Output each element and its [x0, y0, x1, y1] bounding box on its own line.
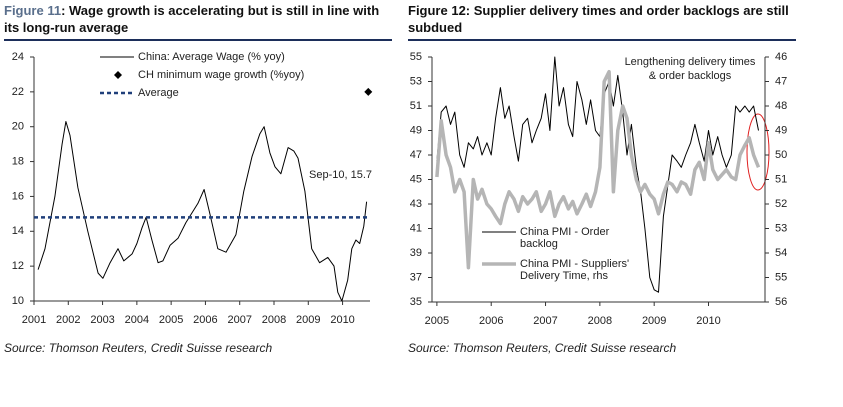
legend-marker [114, 71, 122, 79]
y2-tick-label: 47 [775, 75, 787, 87]
x-tick-label: 2002 [56, 314, 80, 326]
legend-label: CH minimum wage growth (%yoy) [138, 69, 305, 81]
x-tick-label: 2010 [330, 314, 354, 326]
y-tick-label: 55 [410, 51, 422, 63]
y2-tick-label: 53 [775, 222, 787, 234]
legend-label: China PMI - Order backlog [520, 226, 610, 250]
legend-label: Average [138, 87, 179, 99]
y-tick-label: 18 [12, 155, 24, 167]
y-tick-label: 53 [410, 75, 422, 87]
source-note: Source: Thomson Reuters, Credit Suisse r… [4, 341, 273, 355]
figure-label: Figure 11 [4, 3, 62, 18]
x-tick-label: 2008 [262, 314, 286, 326]
marker [364, 87, 373, 96]
y-tick-label: 22 [12, 86, 24, 98]
x-tick-label: 2006 [479, 315, 503, 327]
annotation: Lengthening delivery times [625, 56, 756, 68]
y-tick-label: 16 [12, 190, 24, 202]
y-tick-label: 12 [12, 260, 24, 272]
y-tick-label: 47 [410, 149, 422, 161]
x-tick-label: 2008 [588, 315, 612, 327]
source-note: Source: Thomson Reuters, Credit Suisse r… [408, 341, 677, 355]
y-tick-label: 14 [12, 225, 24, 237]
x-tick-label: 2006 [193, 314, 217, 326]
chart-title: Figure 12: Supplier delivery times and o… [408, 2, 796, 41]
y-tick-label: 49 [410, 124, 422, 136]
annotation: & order backlogs [649, 70, 732, 82]
x-tick-label: 2009 [296, 314, 320, 326]
title-text: : Wage growth is accelerating but is sti… [4, 3, 380, 35]
x-tick-label: 2007 [533, 315, 557, 327]
y-tick-label: 35 [410, 296, 422, 308]
y2-tick-label: 56 [775, 296, 787, 308]
y2-tick-label: 51 [775, 173, 787, 185]
y-tick-label: 39 [410, 247, 422, 259]
data-line [37, 121, 368, 302]
y2-tick-label: 52 [775, 198, 787, 210]
y2-tick-label: 50 [775, 149, 787, 161]
data-line [435, 69, 761, 270]
chart-title: Figure 11: Wage growth is accelerating b… [4, 2, 392, 41]
x-tick-label: 2005 [159, 314, 183, 326]
y2-tick-label: 49 [775, 124, 787, 136]
y2-tick-label: 55 [775, 271, 787, 283]
y-tick-label: 24 [12, 51, 24, 63]
y-tick-label: 37 [410, 271, 422, 283]
annotation: Sep-10, 15.7 [309, 169, 372, 181]
y-tick-label: 51 [410, 100, 422, 112]
y2-tick-label: 48 [775, 100, 787, 112]
x-tick-label: 2005 [425, 315, 449, 327]
y-tick-label: 41 [410, 222, 422, 234]
y2-tick-label: 54 [775, 247, 787, 259]
data-line [436, 56, 759, 293]
x-tick-label: 2001 [22, 314, 46, 326]
y-tick-label: 45 [410, 173, 422, 185]
y-tick-label: 10 [12, 295, 24, 307]
x-tick-label: 2007 [227, 314, 251, 326]
y2-tick-label: 46 [775, 51, 787, 63]
x-tick-label: 2009 [642, 315, 666, 327]
x-tick-label: 2003 [90, 314, 114, 326]
x-tick-label: 2004 [125, 314, 149, 326]
highlight-ellipse [746, 113, 770, 191]
x-tick-label: 2010 [696, 315, 720, 327]
y-tick-label: 43 [410, 198, 422, 210]
y-tick-label: 20 [12, 121, 24, 133]
legend-label: China: Average Wage (% yoy) [138, 51, 285, 63]
legend-label: China PMI - Suppliers' Delivery Time, rh… [520, 258, 630, 282]
